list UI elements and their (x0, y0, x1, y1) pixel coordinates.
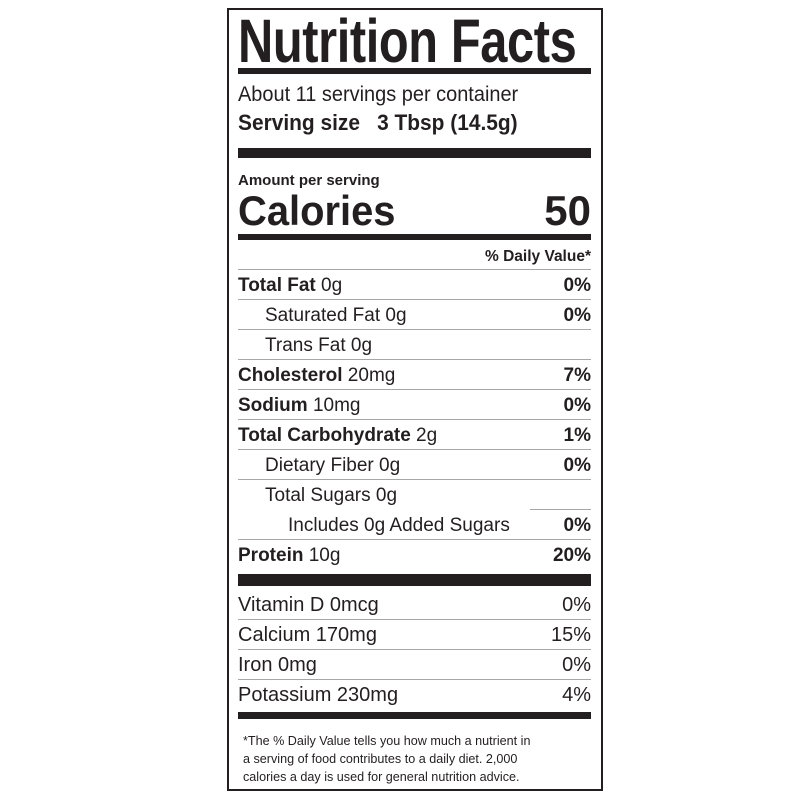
nutrition-facts-panel (227, 8, 603, 791)
nutrient-row: Cholesterol 20mg 7% (238, 359, 591, 389)
label-title: Nutrition Facts (238, 7, 577, 75)
nutrient-amount: Total Sugars 0g (265, 485, 398, 506)
nutrient-name: Includes 0g Added Sugars (288, 516, 510, 535)
nutrient-amount: Saturated Fat 0g (265, 305, 407, 326)
serving-size-label: Serving size (238, 110, 360, 135)
nutrient-daily-value: 1% (563, 425, 591, 446)
vitamin-daily-value: 0% (562, 654, 591, 676)
vitamin-name: Potassium 230mg (238, 684, 399, 706)
divider (238, 269, 591, 270)
nutrient-amount: 20mg (342, 365, 396, 386)
calories-label: Calories (238, 187, 396, 234)
nutrient-amount: Trans Fat 0g (265, 335, 373, 356)
vitamins-bar (238, 712, 591, 719)
serving-size-value: 3 Tbsp (14.5g) (377, 110, 518, 135)
nutrient-row: Trans Fat 0g (238, 329, 591, 359)
nutrient-row: Protein 10g 20% (238, 539, 591, 569)
nutrient-name: Cholesterol 20mg (238, 366, 395, 385)
vitamin-daily-value: 4% (562, 684, 591, 706)
nutrient-daily-value: 0% (563, 395, 591, 416)
vitamin-name: Calcium 170mg (238, 624, 377, 646)
nutrient-row: Total Fat 0g 0% (238, 269, 591, 299)
divider (238, 679, 591, 680)
divider (238, 619, 591, 620)
nutrient-daily-value: 0% (563, 515, 591, 536)
divider (238, 649, 591, 650)
nutrient-row: Saturated Fat 0g 0% (238, 299, 591, 329)
nutrient-daily-value: 20% (552, 545, 591, 566)
divider (238, 539, 591, 540)
vitamin-row: Vitamin D 0mcg 0% (238, 589, 591, 619)
calories-bar (238, 234, 591, 240)
nutrient-label: Sodium (238, 395, 308, 416)
vitamin-row: Calcium 170mg 15% (238, 619, 591, 649)
nutrient-amount: 10g (303, 545, 341, 566)
divider (238, 359, 591, 360)
nutrient-amount: 2g (410, 425, 438, 446)
nutrient-name: Saturated Fat 0g (265, 306, 407, 325)
divider (238, 419, 591, 420)
nutrient-name: Dietary Fiber 0g (265, 456, 400, 475)
amount-per-serving: Amount per serving (238, 172, 380, 189)
nutrient-daily-value: 7% (563, 365, 591, 386)
nutrient-name: Trans Fat 0g (265, 336, 372, 355)
nutrient-amount: Includes 0g Added Sugars (288, 515, 510, 536)
nutrient-label: Protein (238, 545, 304, 566)
servings-per-container: About 11 servings per container (238, 83, 519, 106)
serving-bar (238, 148, 591, 158)
nutrient-name: Total Fat 0g (238, 276, 342, 295)
vitamin-daily-value: 0% (562, 594, 591, 616)
nutrient-row: Includes 0g Added Sugars 0% (238, 509, 591, 539)
footnote-line: calories a day is used for general nutri… (243, 770, 520, 784)
divider (238, 389, 591, 390)
vitamin-name: Iron 0mg (238, 654, 317, 676)
nutrient-name: Total Carbohydrate 2g (238, 426, 437, 445)
nutrient-label: Total Fat (238, 275, 316, 296)
divider (238, 479, 591, 480)
daily-value-header: % Daily Value* (485, 248, 591, 265)
nutrient-name: Total Sugars 0g (265, 486, 397, 505)
nutrient-row: Dietary Fiber 0g 0% (238, 449, 591, 479)
divider (238, 329, 591, 330)
divider (238, 449, 591, 450)
nutrient-row: Total Sugars 0g (238, 479, 591, 509)
nutrient-daily-value: 0% (563, 305, 591, 326)
calories-value: 50 (544, 187, 591, 234)
vitamin-name: Vitamin D 0mcg (238, 594, 379, 616)
nutrient-row: Total Carbohydrate 2g 1% (238, 419, 591, 449)
divider (530, 509, 591, 510)
serving-size: Serving size 3 Tbsp (14.5g) (238, 112, 518, 134)
nutrient-daily-value: 0% (563, 275, 591, 296)
footnote-line: a serving of food contributes to a daily… (243, 752, 518, 766)
nutrient-amount: 0g (315, 275, 343, 296)
nutrient-amount: Dietary Fiber 0g (265, 455, 401, 476)
vitamin-row: Iron 0mg 0% (238, 649, 591, 679)
nutrient-row: Sodium 10mg 0% (238, 389, 591, 419)
nutrient-amount: 10mg (307, 395, 361, 416)
title-rule (238, 68, 591, 74)
vitamin-daily-value: 15% (550, 624, 591, 646)
nutrient-name: Sodium 10mg (238, 396, 360, 415)
divider (238, 299, 591, 300)
nutrient-label: Total Carbohydrate (238, 425, 411, 446)
footnote-line: *The % Daily Value tells you how much a … (243, 734, 531, 748)
nutrient-label: Cholesterol (238, 365, 343, 386)
nutrients-bar (238, 574, 591, 586)
nutrient-daily-value: 0% (563, 455, 591, 476)
nutrient-name: Protein 10g (238, 546, 340, 565)
vitamin-row: Potassium 230mg 4% (238, 679, 591, 709)
